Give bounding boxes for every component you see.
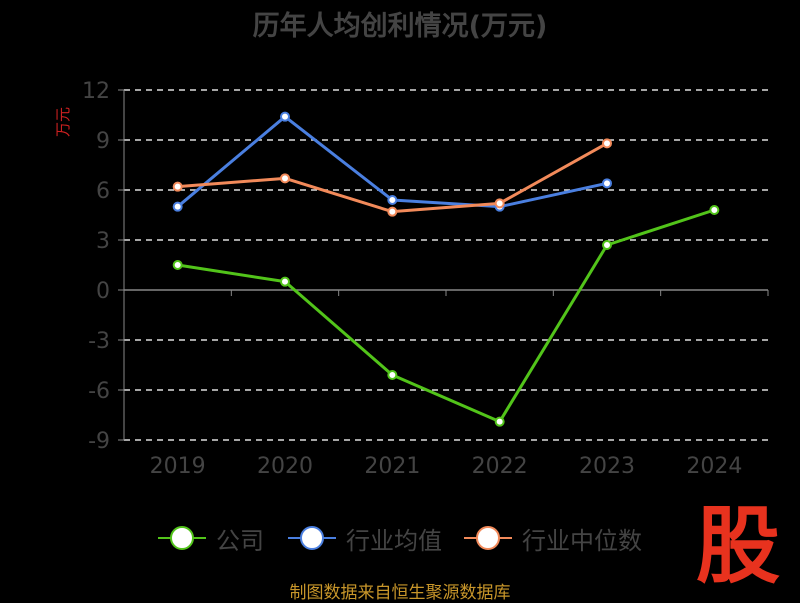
data-point[interactable] — [280, 111, 290, 122]
data-point[interactable] — [280, 173, 290, 184]
data-point[interactable] — [172, 181, 183, 192]
data-point[interactable] — [602, 240, 612, 250]
data-point[interactable] — [494, 416, 505, 427]
data-point[interactable] — [387, 370, 398, 380]
x-tick-label: 2024 — [686, 454, 742, 479]
data-point[interactable] — [709, 205, 720, 215]
legend-marker — [288, 520, 336, 556]
legend-label: 公司 — [216, 526, 264, 555]
y-tick-labels: 12 9 6 3 0 -3 -6 -9 — [82, 79, 110, 454]
legend-marker — [158, 520, 206, 556]
data-point[interactable] — [172, 260, 183, 270]
y-tick-label: -3 — [88, 329, 110, 354]
y-tick-label: 12 — [82, 79, 110, 104]
x-tick-labels: 2019 2020 2021 2022 2023 2024 — [150, 454, 743, 479]
y-tick-label: 6 — [96, 179, 110, 204]
series-2 — [172, 138, 612, 217]
x-tick-label: 2020 — [257, 454, 313, 479]
data-point[interactable] — [387, 206, 398, 217]
series-group — [172, 111, 720, 427]
y-tick-label: -9 — [88, 429, 110, 454]
legend-label: 行业中位数 — [522, 526, 642, 555]
data-point[interactable] — [602, 178, 612, 189]
data-point[interactable] — [494, 198, 505, 209]
x-tick-label: 2021 — [364, 454, 420, 479]
series-line — [176, 115, 608, 209]
y-tick-label: 3 — [96, 229, 110, 254]
chart-title: 历年人均创利情况(万元) — [252, 11, 548, 42]
y-axis-label: 万元 — [54, 107, 72, 137]
data-point[interactable] — [387, 195, 398, 205]
legend-item-company[interactable]: 公司 — [158, 520, 264, 556]
data-source-note: 制图数据来自恒生聚源数据库 — [289, 583, 511, 603]
stock-logo: 股 — [695, 497, 780, 595]
y-tick-label: 0 — [96, 279, 110, 304]
data-point[interactable] — [602, 138, 612, 149]
legend-item-industry-median[interactable]: 行业中位数 — [464, 520, 642, 556]
x-tick-label: 2019 — [150, 454, 206, 479]
legend-item-industry-average[interactable]: 行业均值 — [288, 520, 442, 556]
data-point[interactable] — [280, 276, 290, 287]
grid-lines — [124, 89, 768, 441]
legend: 公司 行业均值 行业中位数 — [0, 520, 800, 556]
series-line — [177, 208, 715, 424]
legend-marker — [464, 520, 512, 556]
x-tick-label: 2022 — [472, 454, 528, 479]
x-tick-label: 2023 — [579, 454, 635, 479]
series-1 — [172, 111, 612, 212]
axes — [118, 89, 769, 441]
data-point[interactable] — [172, 201, 183, 212]
series-0 — [172, 205, 720, 427]
y-tick-label: 9 — [96, 129, 110, 154]
y-tick-label: -6 — [88, 379, 110, 404]
legend-label: 行业均值 — [346, 526, 442, 555]
